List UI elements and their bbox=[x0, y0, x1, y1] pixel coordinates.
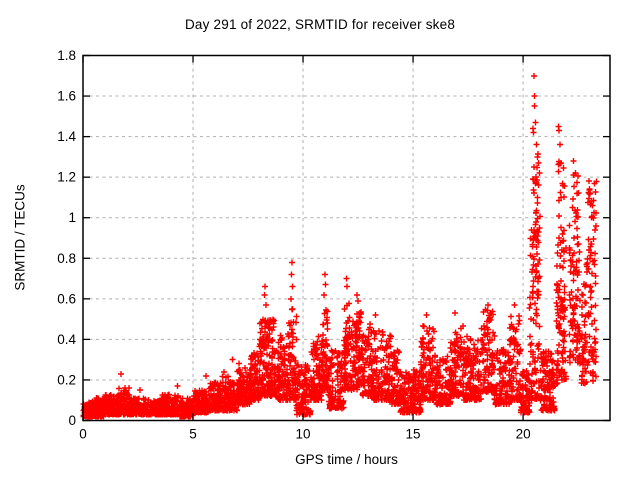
y-tick-label: 0.6 bbox=[57, 291, 76, 306]
x-tick-label: 15 bbox=[406, 427, 421, 442]
scatter-points bbox=[80, 73, 600, 420]
x-axis-label: GPS time / hours bbox=[295, 452, 398, 467]
y-tick-label: 0.4 bbox=[57, 332, 76, 347]
x-tick-label: 5 bbox=[189, 427, 197, 442]
y-tick-label: 1.8 bbox=[57, 48, 76, 63]
plot-border bbox=[82, 54, 611, 422]
x-tick-label: 20 bbox=[516, 427, 531, 442]
y-tick-label: 0.2 bbox=[57, 372, 76, 387]
x-tick-label: 0 bbox=[79, 427, 87, 442]
y-tick-label: 0.8 bbox=[57, 251, 76, 266]
y-tick-label: 1 bbox=[68, 210, 76, 225]
x-tick-label: 10 bbox=[296, 427, 311, 442]
y-tick-label: 1.4 bbox=[57, 129, 76, 144]
chart-title: Day 291 of 2022, SRMTID for receiver ske… bbox=[184, 17, 456, 32]
y-tick-label: 0 bbox=[68, 413, 76, 428]
y-tick-label: 1.2 bbox=[57, 170, 76, 185]
y-tick-label: 1.6 bbox=[57, 89, 76, 104]
